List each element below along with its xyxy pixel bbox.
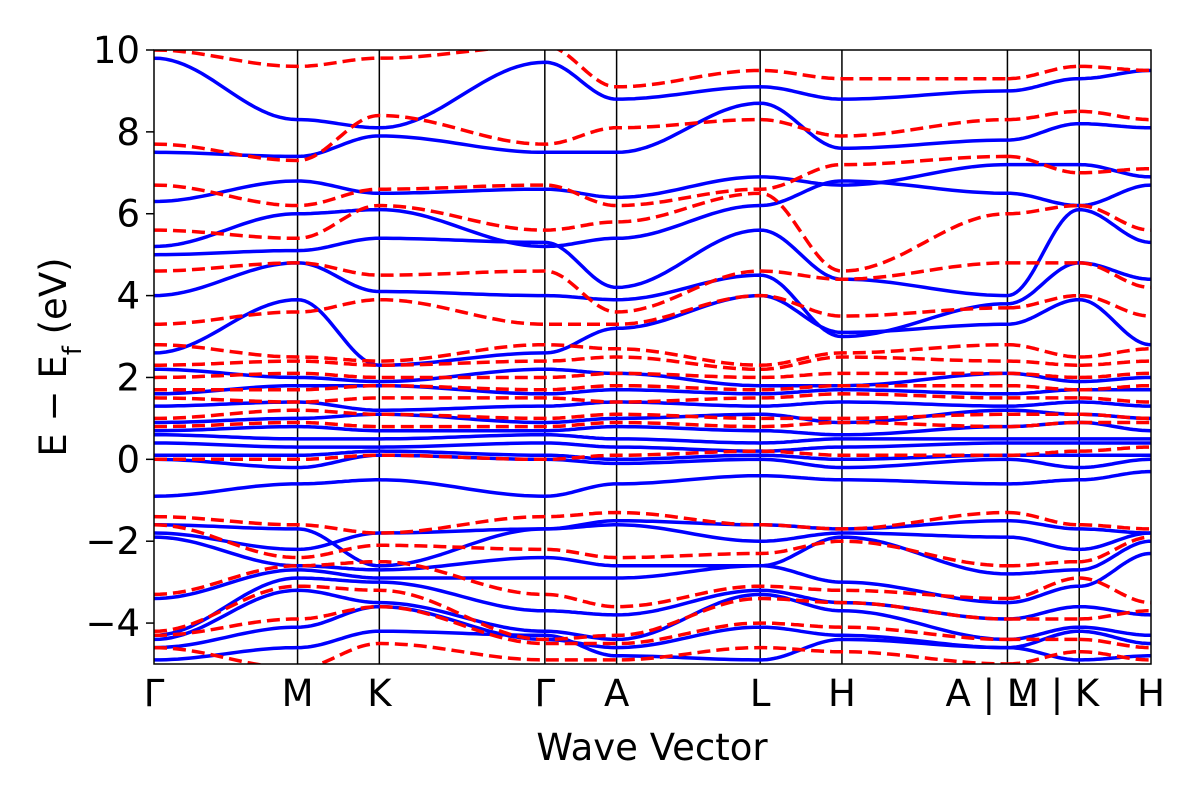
y-tick-label: −4 [85, 602, 140, 645]
solid-band-line [154, 453, 1151, 470]
solid-band-line [154, 551, 1151, 605]
y-tick-label: −2 [85, 520, 140, 563]
y-tick-label: 10 [93, 29, 140, 72]
dashed-band-line [154, 154, 1151, 208]
x-tick-label: K [367, 672, 393, 715]
solid-band-line [154, 441, 1151, 453]
dashed-band-line [154, 523, 1151, 568]
plot-background [154, 50, 1151, 664]
dashed-band-line [154, 445, 1151, 462]
x-axis-title: Wave Vector [536, 726, 768, 769]
solid-band-line [154, 604, 1151, 650]
y-tick-label: 8 [116, 111, 140, 154]
y-tick-label: 0 [116, 438, 140, 481]
solid-band-line [154, 433, 1151, 445]
dashed-bands [154, 50, 1151, 664]
dashed-band-line [154, 584, 1151, 642]
y-tick-label: 4 [116, 275, 140, 318]
dashed-band-line [154, 109, 1151, 163]
x-tick-label: H [1137, 672, 1165, 715]
dashed-band-line [154, 191, 1151, 273]
dashed-band-line [154, 342, 1151, 367]
dashed-band-line [154, 510, 1151, 535]
dashed-band-line [154, 371, 1151, 380]
dashed-band-line [154, 50, 1151, 89]
y-axis-title-main: E − E [32, 355, 75, 456]
dashed-band-line [154, 293, 1151, 327]
dashed-band-line [154, 559, 1151, 609]
solid-band-line [154, 101, 1151, 159]
solid-band-line [154, 629, 1151, 662]
x-tick-label: H [828, 672, 856, 715]
x-axis-ticks: Γ M K Γ A L H A | LM | K H [144, 672, 1165, 715]
dashed-band-line [154, 355, 1151, 372]
dashed-band-line [154, 604, 1151, 650]
solid-band-line [154, 469, 1151, 498]
x-tick-label: Γ [144, 672, 165, 715]
x-tick-label: L [750, 672, 771, 715]
solid-band-line [154, 293, 1151, 367]
dashed-band-line [154, 408, 1151, 421]
dashed-band-line [154, 383, 1151, 392]
x-tick-label: M [282, 672, 314, 715]
y-axis-title-unit: (eV) [32, 257, 75, 346]
y-tick-label: 6 [116, 193, 140, 236]
y-axis-title-sub: f [58, 345, 88, 355]
solid-band-line [154, 162, 1151, 204]
x-tick-label: A | L [946, 672, 1028, 715]
x-tick-label: A [604, 672, 629, 715]
solid-band-line [154, 207, 1151, 298]
y-axis-title: E − Ef (eV) [32, 257, 88, 456]
y-tick-label: 2 [116, 356, 140, 399]
plot-frame [153, 49, 1152, 665]
dashed-band-line [154, 261, 1151, 314]
dashed-band-line [154, 392, 1151, 404]
dashed-band-line [154, 641, 1151, 664]
x-tick-label: Γ [535, 672, 556, 715]
x-tick-label: M | K [1007, 672, 1101, 715]
dashed-band-line [154, 420, 1151, 429]
y-axis-ticks: −4 −2 0 2 4 6 8 10 [85, 29, 154, 645]
